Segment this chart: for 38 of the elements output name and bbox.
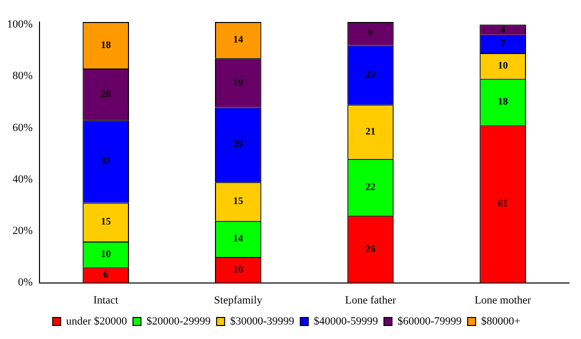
data-label: 18 xyxy=(100,40,111,51)
legend-label: $20000-29999 xyxy=(146,315,212,328)
y-tick-label: 20% xyxy=(12,225,33,238)
legend-label: $40000-59999 xyxy=(314,315,378,328)
data-label: 19 xyxy=(233,77,244,88)
data-label: 32 xyxy=(100,156,111,168)
data-label: 10 xyxy=(498,60,508,72)
data-label: 14 xyxy=(233,233,244,244)
data-label: 15 xyxy=(233,196,244,208)
data-label: 9 xyxy=(368,28,373,40)
data-label: 29 xyxy=(233,139,244,150)
data-label: 15 xyxy=(100,216,111,228)
data-label: 7 xyxy=(500,38,506,50)
x-tick-label: Stepfamily xyxy=(214,294,263,306)
data-label: 6 xyxy=(103,270,108,281)
y-tick-label: 80% xyxy=(12,70,33,82)
y-tick-label: 40% xyxy=(12,173,33,186)
data-label: 14 xyxy=(233,34,244,46)
legend-label: under $20000 xyxy=(66,315,128,328)
data-label: 20 xyxy=(100,88,111,100)
y-tick-label: 0% xyxy=(18,276,33,289)
y-tick-label: 60% xyxy=(12,122,33,134)
y-tick-label: 100% xyxy=(6,18,33,30)
data-label: 10 xyxy=(233,264,244,276)
data-label: 21 xyxy=(366,126,376,138)
data-label: 26 xyxy=(366,244,376,255)
x-tick-label: Intact xyxy=(93,294,118,306)
data-label: 4 xyxy=(500,24,506,36)
x-tick-label: Lone mother xyxy=(474,294,532,306)
data-label: 61 xyxy=(498,198,508,210)
data-label: 18 xyxy=(498,96,508,108)
legend-label: $30000-39999 xyxy=(230,315,295,328)
x-tick-label: Lone father xyxy=(345,294,396,306)
data-label: 23 xyxy=(366,70,376,81)
data-label: 22 xyxy=(366,182,376,193)
data-label: 10 xyxy=(100,248,111,260)
legend-label: $80000+ xyxy=(481,315,520,328)
legend-label: $60000-79999 xyxy=(397,315,462,328)
